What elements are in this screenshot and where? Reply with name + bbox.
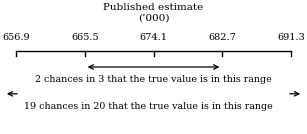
Text: 19 chances in 20 that the true value is in this range: 19 chances in 20 that the true value is … (24, 102, 273, 111)
Text: 682.7: 682.7 (208, 33, 236, 42)
Text: 691.3: 691.3 (277, 33, 305, 42)
Text: Published estimate
(’000): Published estimate (’000) (103, 3, 204, 22)
Text: 656.9: 656.9 (2, 33, 30, 42)
Text: 2 chances in 3 that the true value is in this range: 2 chances in 3 that the true value is in… (35, 75, 272, 84)
Text: 665.5: 665.5 (71, 33, 99, 42)
Text: 674.1: 674.1 (139, 33, 168, 42)
